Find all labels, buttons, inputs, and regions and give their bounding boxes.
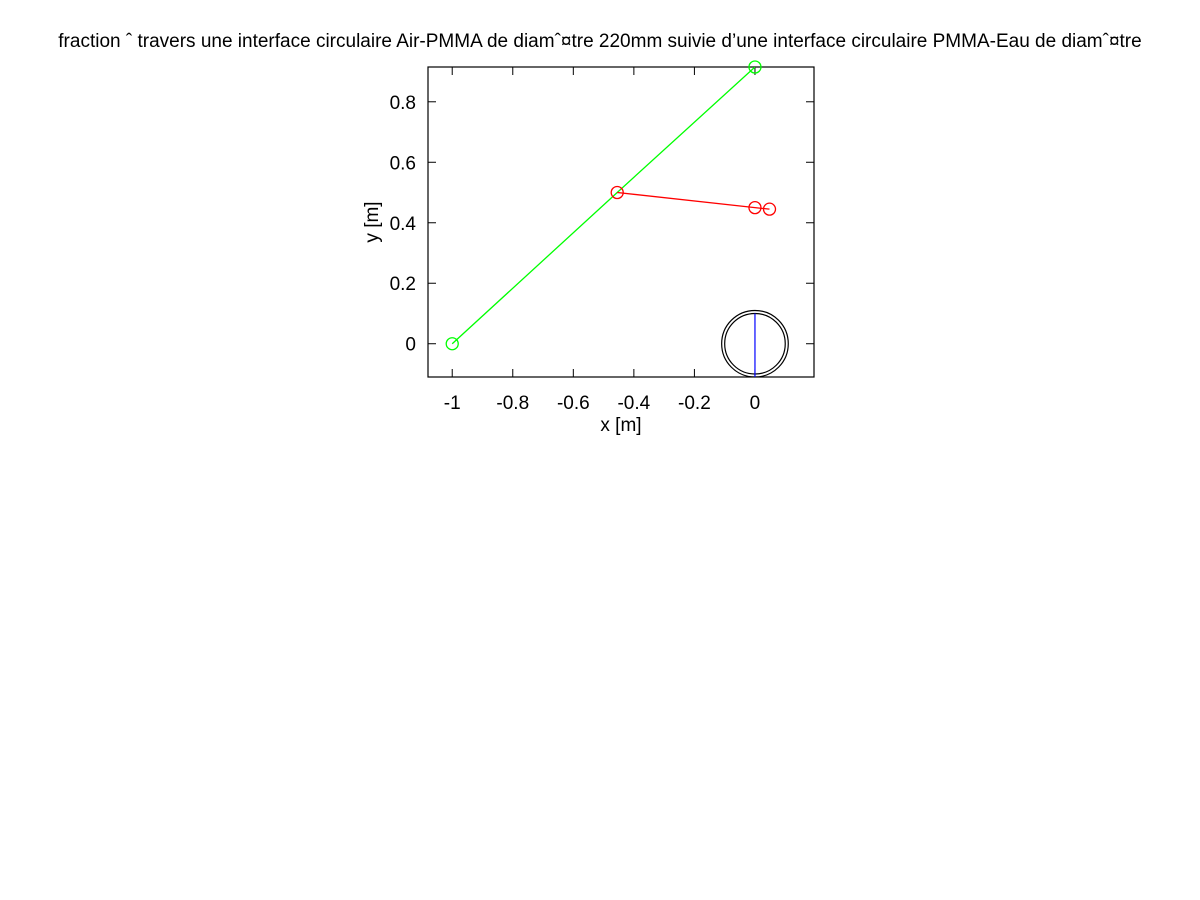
y-tick-label: 0.8 bbox=[390, 93, 416, 114]
series-marker-1 bbox=[748, 200, 762, 215]
y-axis-label: y [m] bbox=[362, 201, 383, 242]
series-line-1 bbox=[617, 191, 770, 210]
y-tick-label: 0.4 bbox=[390, 214, 417, 235]
y-tick-label: 0.6 bbox=[390, 153, 416, 174]
x-axis-label: x [m] bbox=[600, 415, 641, 436]
plot-content bbox=[451, 67, 789, 377]
plot-frame bbox=[427, 66, 815, 378]
x-tick-label: -0.2 bbox=[678, 393, 711, 414]
series-line-0 bbox=[451, 67, 756, 345]
y-tick-label: 0 bbox=[405, 335, 416, 356]
y-tick-label: 0.2 bbox=[390, 274, 416, 295]
series-marker-1 bbox=[610, 185, 624, 200]
chart-title: fraction ˆ travers une interface circula… bbox=[58, 31, 1141, 52]
x-tick-label: -0.6 bbox=[557, 393, 590, 414]
series-marker-1 bbox=[762, 202, 777, 216]
x-tick-label: -1 bbox=[444, 393, 461, 414]
plot-area: -1 -0.8 -0.6 -0.4 -0.2 0 0 0.2 0.4 0.6 0.8 bbox=[390, 60, 815, 414]
series-marker-0 bbox=[748, 60, 762, 74]
air-pmma-circle bbox=[721, 309, 789, 377]
series-marker-0 bbox=[445, 337, 459, 351]
x-tick-label: -0.8 bbox=[496, 393, 529, 414]
x-tick-label: 0 bbox=[750, 393, 761, 414]
x-tick-label: -0.4 bbox=[617, 393, 650, 414]
